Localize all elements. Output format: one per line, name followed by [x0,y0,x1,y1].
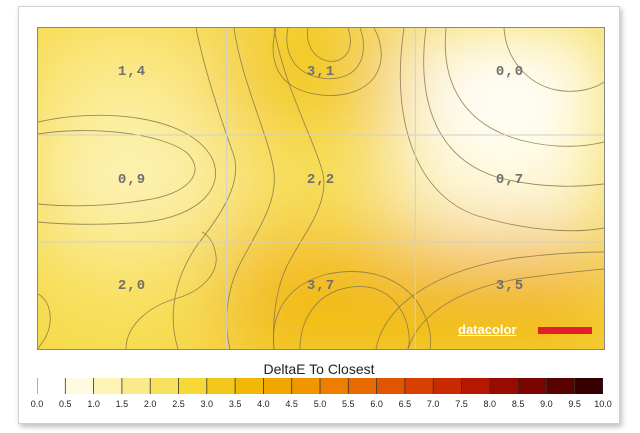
cell-label-r1c3: 0,0 [495,64,525,80]
heatmap-cell [407,127,604,250]
heatmap-cell [38,28,235,143]
contour-line [375,251,604,349]
colorbar-tick-label: 9.0 [540,399,553,409]
colorbar-swatch [546,378,576,394]
cell-label-r3c3: 3,5 [495,278,525,294]
logo-red-bar [538,327,592,334]
colorbar-tick-label: 1.0 [87,399,100,409]
colorbar-tick-label: 5.5 [342,399,355,409]
contour-line [273,28,325,349]
colorbar-swatch [291,378,321,394]
colorbar-swatch [574,378,603,394]
contour-line [299,286,410,349]
contour-line [125,231,217,349]
heatmap-svg [38,28,604,349]
colorbar-tick-label: 2.0 [143,399,157,409]
colorbar-tick-label: 8.0 [483,399,497,409]
contour-line [272,28,382,97]
contour-line [172,28,237,349]
cell-label-r1c2: 3,1 [306,64,336,80]
colorbar-swatch [235,378,264,394]
colorbar-swatch [150,378,179,394]
colorbar-swatch [518,378,547,394]
heatmap-cell [38,127,235,250]
chart-frame: 1,4 3,1 0,0 0,9 2,2 0,7 2,0 3,7 3,5 data… [18,6,620,424]
colorbar-title: DeltaE To Closest [263,361,375,377]
contour-line [38,293,51,349]
colorbar-tick-label: 4.5 [285,399,298,409]
colorbar-swatch [348,378,378,394]
colorbar-tick-label: 1.5 [115,399,129,409]
colorbar-tick-label: 6.5 [398,399,412,409]
contour-line [407,268,604,349]
heatmap-cell [218,127,424,250]
colorbar-tick-label: 4.0 [257,399,270,409]
grid-lines [38,28,604,349]
contour-line [38,130,196,207]
contour-line [307,28,351,62]
colorbar-swatch [263,378,293,394]
logo-text: datacolor [458,322,517,337]
colorbar-tick-label: 10.0 [594,399,612,409]
heatmap-cell [38,234,235,349]
contour-line [226,28,275,349]
colorbar-swatch [320,378,349,394]
cell-label-r2c2: 2,2 [306,172,336,188]
heatmap-plot-area: 1,4 3,1 0,0 0,9 2,2 0,7 2,0 3,7 3,5 data… [37,27,605,350]
datacolor-logo: datacolor [456,320,596,342]
colorbar-tick-label: 0.0 [30,399,44,409]
colorbar-tick-label: 3.0 [200,399,214,409]
cell-label-r2c1: 0,9 [117,172,147,188]
colorbar-tick-label: 0.5 [59,399,72,409]
colorbar-tick-label: 5.0 [313,399,327,409]
colorbar-swatch [489,378,519,394]
cell-label-r2c3: 0,7 [495,172,525,188]
colorbar-tick-label: 7.5 [455,399,468,409]
colorbar-swatch [404,378,434,394]
colorbar-swatch [65,378,95,394]
cell-label-r3c2: 3,7 [306,278,336,294]
contour-line [444,28,604,147]
colorbar-swatch [37,378,66,394]
colorbar-swatch [433,378,462,394]
colorbar-tick-label: 6.0 [370,399,383,409]
colorbar-tick-label: 2.5 [172,399,185,409]
colorbar-swatch [206,378,236,394]
colorbar-swatch [93,378,123,394]
cell-label-r1c1: 1,4 [117,64,147,80]
contour-line [273,271,432,349]
heatmap-cells [38,28,604,349]
contour-line [503,28,604,92]
colorbar-swatch [461,378,491,394]
contour-line [423,28,604,187]
heatmap-cell [407,28,604,143]
colorbar-tick-label: 9.5 [568,399,581,409]
contour-line [38,114,217,225]
colorbar-swatch [376,378,406,394]
colorbar-tick-label: 8.5 [511,399,525,409]
contour-lines [38,28,604,349]
colorbar-swatch [178,378,208,394]
heatmap-cell [218,28,424,143]
colorbar-swatch [121,378,151,394]
cell-label-r3c1: 2,0 [117,278,147,294]
colorbar-tick-label: 7.0 [426,399,440,409]
colorbar-tick-labels: 0.0 0.5 1.0 1.5 2.0 2.5 3.0 3.5 4.0 4.5 5.0 5.5 6.0 6… [19,399,619,413]
contour-line [399,28,604,232]
colorbar-tick-label: 3.5 [228,399,242,409]
heatmap-cell [218,234,424,349]
contour-line [286,28,364,80]
colorbar [37,378,603,394]
